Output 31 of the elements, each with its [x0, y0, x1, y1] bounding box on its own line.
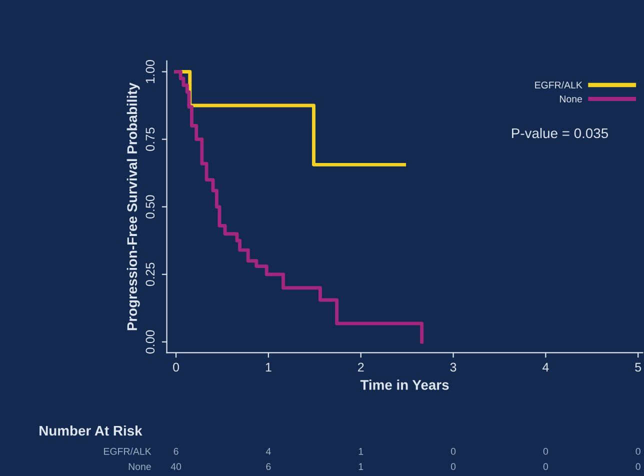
y-tick-label: 0.00	[146, 330, 155, 354]
y-tick-label: 0.75	[146, 128, 155, 151]
text: EGFR/ALK	[104, 448, 152, 455]
text: 0	[450, 448, 456, 455]
legend-label: None	[560, 96, 582, 102]
y-tick-label: 0.25	[146, 262, 155, 286]
x-tick-label: 5	[635, 362, 642, 372]
text: 4	[266, 448, 271, 455]
legend-label: EGFR/ALK	[535, 81, 582, 88]
y-tick-label: 1.00	[146, 60, 155, 83]
text: Number At Risk	[40, 425, 142, 436]
y-axis-title: Progression-Free Survival Probability	[126, 82, 140, 330]
text: 0	[450, 463, 456, 470]
text: 1	[358, 463, 364, 470]
x-axis-title: Time in Years	[360, 380, 449, 390]
text: 0	[543, 463, 548, 470]
text: 6	[266, 463, 271, 470]
x-tick-label: 2	[358, 362, 364, 372]
text: 0	[636, 448, 640, 455]
text: 1	[358, 448, 364, 455]
text: 40	[170, 463, 182, 470]
x-tick-label: 0	[173, 362, 180, 372]
text: None	[128, 463, 151, 470]
x-tick-label: 4	[542, 362, 549, 372]
y-tick-label: 0.50	[146, 195, 155, 218]
x-tick-label: 3	[450, 362, 456, 372]
x-tick-label: 1	[266, 362, 272, 372]
text: 0	[636, 463, 640, 470]
text: 6	[174, 448, 178, 455]
text: 0	[543, 448, 548, 455]
annotation: P-value = 0.035	[512, 128, 608, 138]
